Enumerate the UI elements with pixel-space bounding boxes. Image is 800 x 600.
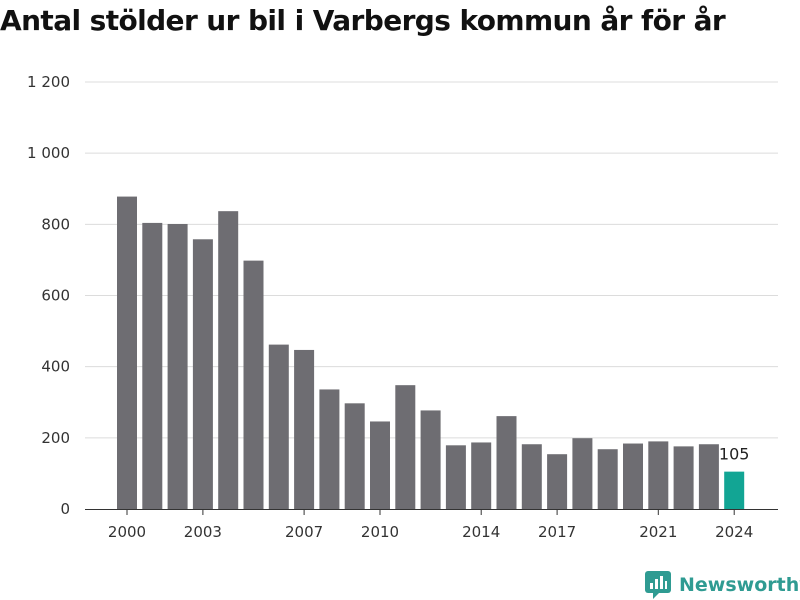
- data-label-2024: 105: [719, 445, 750, 464]
- bar-2010: [370, 421, 390, 509]
- y-tick-label: 800: [41, 215, 70, 233]
- bar-2001: [142, 222, 163, 509]
- y-tick-label: 200: [41, 429, 70, 447]
- data-labels: 105: [719, 445, 750, 464]
- bar-2007: [294, 349, 315, 509]
- bar-2012: [420, 410, 441, 509]
- bar-2008: [319, 389, 340, 509]
- bar-2015: [496, 416, 517, 509]
- y-tick-label: 600: [41, 287, 70, 305]
- x-tick-label: 2017: [538, 523, 576, 541]
- y-tick-label: 1 200: [27, 73, 70, 91]
- x-axis: 2000 2003 2007 2010 2014 2017 2021 2024: [85, 509, 778, 541]
- x-tick-label: 2014: [462, 523, 500, 541]
- bar-2013: [445, 445, 466, 509]
- chart-title: Antal stölder ur bil i Varbergs kommun å…: [0, 4, 726, 37]
- bar-2023: [698, 444, 719, 509]
- brand: Newsworthy: [645, 570, 800, 600]
- bar-2006: [268, 344, 289, 509]
- bar-2019: [597, 449, 618, 509]
- bar-2005: [243, 260, 264, 509]
- x-tick-label: 2021: [639, 523, 677, 541]
- x-tick-label: 2024: [715, 523, 753, 541]
- bar-2022: [673, 446, 694, 509]
- y-tick-label: 1 000: [27, 144, 70, 162]
- x-tick-label: 2003: [184, 523, 222, 541]
- bar-2020: [623, 443, 643, 509]
- bar-2018: [572, 438, 593, 509]
- newsworthy-logo-icon: [645, 571, 671, 599]
- y-axis-ticks: 0 200 400 600 800 1 000 1 200: [27, 73, 70, 518]
- bars: [117, 196, 745, 510]
- bar-2016: [521, 444, 542, 509]
- bar-2017: [547, 454, 568, 509]
- bar-2009: [344, 403, 365, 509]
- bar-2003: [192, 239, 213, 510]
- bar-2002: [167, 223, 188, 510]
- bar-2011: [395, 385, 416, 509]
- brand-name: Newsworthy: [679, 574, 800, 596]
- bar-2024: [724, 471, 745, 509]
- x-tick-label: 2010: [361, 523, 399, 541]
- y-tick-label: 400: [41, 358, 70, 376]
- bar-2004: [218, 211, 239, 510]
- bar-2014: [471, 442, 492, 509]
- bar-2021: [648, 441, 669, 509]
- x-tick-label: 2007: [285, 523, 323, 541]
- x-tick-label: 2000: [108, 523, 146, 541]
- bar-2000: [117, 196, 137, 509]
- grid-lines: [85, 81, 778, 439]
- y-tick-label: 0: [60, 500, 70, 518]
